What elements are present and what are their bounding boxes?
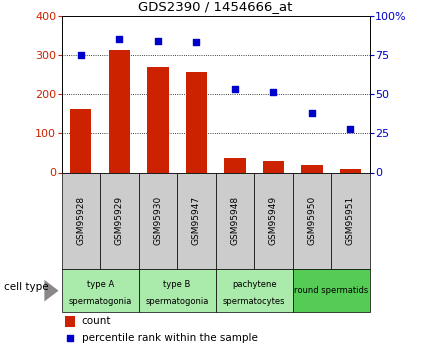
Bar (70, 109, 91, 172)
Title: GDS2390 / 1454666_at: GDS2390 / 1454666_at (139, 0, 293, 13)
Text: GSM95948: GSM95948 (230, 196, 239, 245)
FancyBboxPatch shape (62, 269, 139, 312)
Text: GSM95929: GSM95929 (115, 196, 124, 245)
Polygon shape (44, 280, 59, 302)
Point (309, 110, 315, 116)
Bar (147, 67, 168, 172)
Bar (186, 72, 207, 172)
FancyBboxPatch shape (215, 172, 254, 269)
Point (270, 90, 277, 95)
Text: GSM95951: GSM95951 (346, 196, 355, 245)
Text: type A: type A (87, 280, 114, 289)
Bar (263, 161, 284, 172)
Text: GSM95949: GSM95949 (269, 196, 278, 245)
Text: GSM95928: GSM95928 (76, 196, 85, 245)
Text: round spermatids: round spermatids (294, 286, 368, 295)
FancyBboxPatch shape (177, 172, 215, 269)
Text: spermatogonia: spermatogonia (68, 297, 132, 306)
FancyBboxPatch shape (254, 172, 293, 269)
Text: pachytene: pachytene (232, 280, 277, 289)
FancyBboxPatch shape (139, 172, 177, 269)
Text: cell type: cell type (4, 282, 49, 292)
Point (193, 39, 200, 45)
Text: GSM95947: GSM95947 (192, 196, 201, 245)
Point (155, 38, 162, 43)
Bar (109, 50, 130, 172)
Bar (224, 158, 246, 172)
FancyBboxPatch shape (331, 172, 370, 269)
Text: spermatocytes: spermatocytes (223, 297, 286, 306)
Text: type B: type B (164, 280, 191, 289)
FancyBboxPatch shape (293, 172, 331, 269)
FancyBboxPatch shape (139, 269, 215, 312)
Point (347, 126, 354, 131)
Text: spermatogonia: spermatogonia (145, 297, 209, 306)
Text: GSM95950: GSM95950 (307, 196, 317, 245)
Text: percentile rank within the sample: percentile rank within the sample (82, 333, 258, 343)
FancyBboxPatch shape (215, 269, 293, 312)
Bar (65, 315, 76, 327)
Text: GSM95930: GSM95930 (153, 196, 162, 245)
FancyBboxPatch shape (100, 172, 139, 269)
Point (67, 335, 74, 341)
Bar (301, 166, 323, 172)
Text: count: count (82, 316, 111, 326)
FancyBboxPatch shape (293, 269, 370, 312)
Point (77, 52, 84, 58)
FancyBboxPatch shape (62, 172, 100, 269)
Bar (340, 169, 361, 172)
Point (116, 36, 123, 42)
Point (232, 87, 238, 92)
